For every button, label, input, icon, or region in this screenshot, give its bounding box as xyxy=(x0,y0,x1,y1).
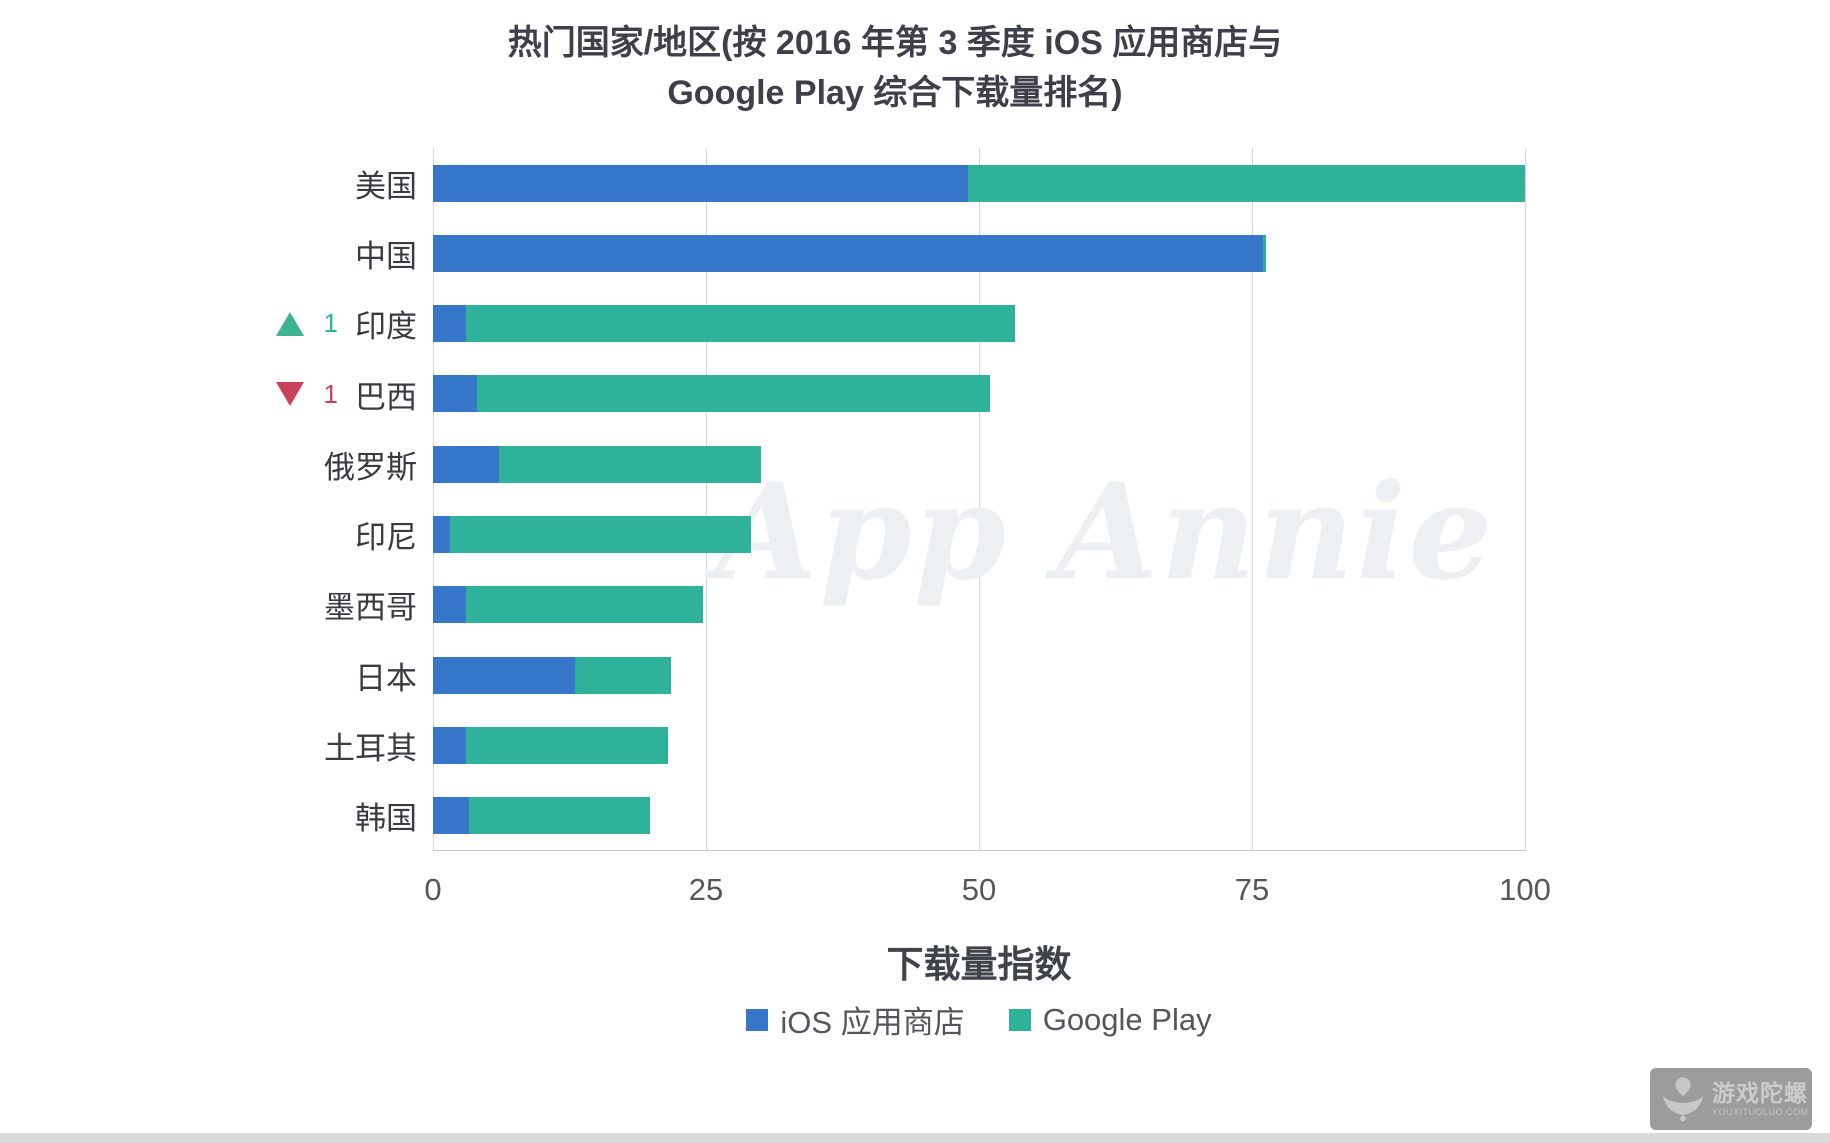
bar-segment-google-play xyxy=(968,164,1525,202)
bar-segment-google-play xyxy=(574,656,672,694)
legend-label-ios: iOS 应用商店 xyxy=(780,1005,965,1040)
category-label: 美国 xyxy=(355,168,417,204)
bar-segment-ios xyxy=(433,305,466,343)
category-label: 韩国 xyxy=(355,801,417,837)
bar-segment-ios xyxy=(433,586,466,624)
chart-row: 土耳其 xyxy=(0,710,1830,780)
category-label: 印尼 xyxy=(355,520,417,556)
logo-name: 游戏陀螺 xyxy=(1712,1079,1808,1106)
gridline xyxy=(432,148,434,851)
chart-title: 热门国家/地区(按 2016 年第 3 季度 iOS 应用商店与 Google … xyxy=(0,18,1790,118)
category-label-zone: 美国 xyxy=(0,148,417,218)
gridline xyxy=(1251,148,1253,851)
legend-label-google-play: Google Play xyxy=(1042,1001,1212,1037)
category-label-zone: 1 巴西 xyxy=(0,359,417,429)
bar-segment-google-play xyxy=(476,375,990,413)
category-label: 中国 xyxy=(355,238,417,274)
legend-item-ios: iOS 应用商店 xyxy=(746,997,965,1042)
x-tick-label: 25 xyxy=(688,872,724,907)
category-label-zone: 土耳其 xyxy=(0,710,417,780)
rank-up-icon xyxy=(275,311,304,336)
x-axis-ticks: 0 25 50 75 100 xyxy=(424,872,1550,912)
stacked-bar xyxy=(433,797,1525,835)
x-tick-label: 100 xyxy=(1499,872,1551,907)
logo-domain: YOUXITUOLUO.COM xyxy=(1712,1106,1809,1117)
bar-segment-ios xyxy=(433,656,575,694)
bar-rows: 美国中国 1 印度 1 巴西俄罗斯印尼墨西哥日本土耳其韩国 xyxy=(0,148,1830,851)
chart-row: 印尼 xyxy=(0,499,1830,569)
stacked-bar xyxy=(433,515,1525,553)
bar-segment-google-play xyxy=(450,515,751,553)
bar-segment-ios xyxy=(433,234,1263,272)
stacked-bar xyxy=(433,726,1525,764)
gridline xyxy=(1524,148,1526,851)
plot-area xyxy=(432,148,1526,851)
x-tick-label: 75 xyxy=(1234,872,1270,907)
bar-segment-ios xyxy=(433,515,451,553)
bar-segment-google-play xyxy=(469,797,651,835)
category-label: 日本 xyxy=(355,660,417,696)
legend-item-google-play: Google Play xyxy=(1008,1001,1212,1038)
stacked-bar xyxy=(433,445,1525,483)
category-label-zone: 1 印度 xyxy=(0,289,417,359)
category-label: 俄罗斯 xyxy=(324,449,417,485)
chart-row: 1 巴西 xyxy=(0,359,1830,429)
app-annie-watermark: App Annie xyxy=(715,455,1495,610)
category-label-zone: 印尼 xyxy=(0,499,417,569)
category-label-zone: 韩国 xyxy=(0,781,417,851)
bar-segment-ios xyxy=(433,375,477,413)
stacked-bar xyxy=(433,164,1525,202)
rank-change-value: 1 xyxy=(323,308,338,339)
bar-segment-ios xyxy=(433,164,969,202)
bar-segment-google-play xyxy=(498,445,761,483)
category-label: 巴西 xyxy=(355,379,417,415)
stacked-bar xyxy=(433,656,1525,694)
x-axis-title: 下载量指数 xyxy=(886,944,1072,985)
chart-title-line-2: Google Play 综合下载量排名) xyxy=(667,74,1123,112)
rank-change-value: 1 xyxy=(323,378,338,409)
x-tick-label: 0 xyxy=(424,872,442,907)
bottom-page-strip xyxy=(0,1133,1830,1143)
chart-row: 韩国 xyxy=(0,781,1830,851)
chart-row: 俄罗斯 xyxy=(0,429,1830,499)
legend: iOS 应用商店 Google Play xyxy=(433,997,1525,1042)
category-label: 印度 xyxy=(355,309,417,345)
category-label: 墨西哥 xyxy=(324,590,417,626)
vendor-logo: 游戏陀螺 YOUXITUOLUO.COM xyxy=(1650,1068,1812,1130)
stacked-bar xyxy=(433,586,1525,624)
category-label-zone: 日本 xyxy=(0,640,417,710)
bar-segment-google-play xyxy=(465,726,668,764)
bar-segment-ios xyxy=(433,726,466,764)
stacked-bar xyxy=(433,234,1525,272)
chart-row: 1 印度 xyxy=(0,289,1830,359)
bar-segment-google-play xyxy=(465,586,703,624)
category-label-zone: 俄罗斯 xyxy=(0,429,417,499)
chart-row: 中国 xyxy=(0,218,1830,288)
legend-swatch-google-play xyxy=(1008,1008,1031,1031)
chart-row: 墨西哥 xyxy=(0,570,1830,640)
gridline xyxy=(978,148,980,851)
category-label-zone: 墨西哥 xyxy=(0,570,417,640)
bar-segment-google-play xyxy=(1262,234,1267,272)
chart-title-line-1: 热门国家/地区(按 2016 年第 3 季度 iOS 应用商店与 xyxy=(507,24,1283,62)
chart-row: 美国 xyxy=(0,148,1830,218)
bar-segment-google-play xyxy=(465,305,1016,343)
chart-row: 日本 xyxy=(0,640,1830,710)
spinning-top-icon xyxy=(1662,1077,1704,1122)
logo-text: 游戏陀螺 YOUXITUOLUO.COM xyxy=(1712,1079,1809,1117)
rank-down-icon xyxy=(275,382,304,407)
category-label: 土耳其 xyxy=(324,731,417,767)
bar-segment-ios xyxy=(433,797,470,835)
x-tick-label: 50 xyxy=(961,872,997,907)
legend-swatch-ios xyxy=(746,1008,769,1031)
bar-segment-ios xyxy=(433,445,499,483)
stacked-bar xyxy=(433,375,1525,413)
stacked-bar xyxy=(433,305,1525,343)
gridline xyxy=(705,148,707,851)
category-label-zone: 中国 xyxy=(0,218,417,288)
x-axis-line xyxy=(433,850,1525,851)
